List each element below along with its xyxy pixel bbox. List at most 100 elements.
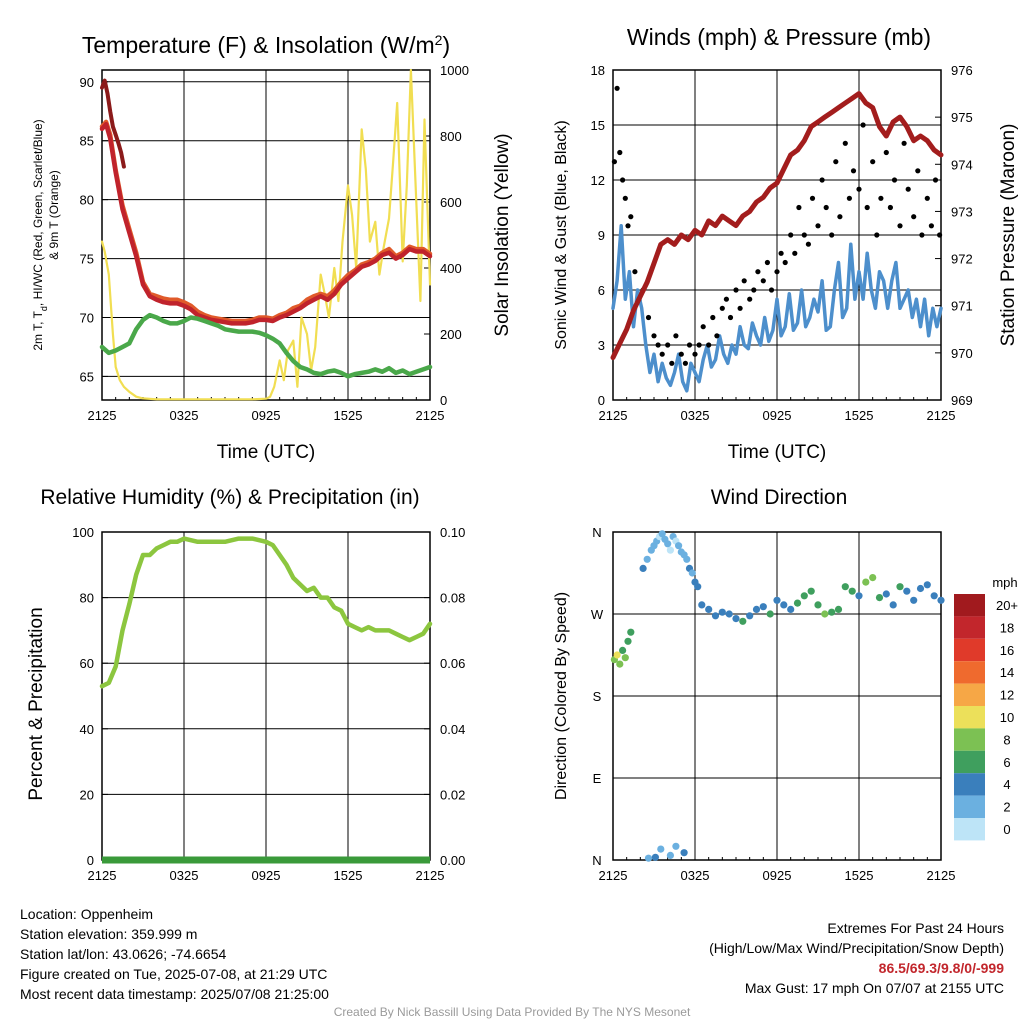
max-gust: Max Gust: 17 mph On 07/07 at 2155 UTC — [744, 980, 1004, 996]
x-tick-label: 0925 — [763, 408, 792, 423]
direction-point — [800, 592, 808, 600]
direction-point — [862, 578, 870, 586]
gust-point — [778, 250, 784, 256]
gust-point — [617, 149, 623, 156]
direction-point — [658, 530, 666, 538]
gust-point — [611, 159, 618, 165]
gust-point — [815, 223, 821, 229]
y2-tick-label: 0.10 — [440, 525, 465, 540]
gust-point — [932, 177, 939, 183]
x-tick-label: 2125 — [416, 408, 445, 423]
direction-point — [711, 612, 720, 620]
winds-pressure-panel: Winds (mph) & Pressure (mb) 2125 0325 0925 1… — [553, 24, 1019, 463]
gust-point — [805, 241, 812, 247]
direction-point — [664, 540, 672, 548]
extremes-info: Extremes For Past 24 Hours (High/Low/Max… — [709, 918, 1004, 998]
y-axis-label-line2: & 9m T (Orange) — [47, 170, 61, 260]
y-tick-label: W — [591, 607, 604, 622]
gust-point — [632, 269, 638, 275]
gust-point — [622, 195, 628, 201]
direction-point — [752, 605, 761, 614]
gust-point — [856, 186, 862, 192]
temperature-series-line — [99, 312, 433, 379]
gust-point — [928, 223, 935, 229]
gust-point — [833, 159, 839, 165]
x-tick-label: 1525 — [845, 408, 874, 423]
chart-title: Temperature (F) & Insolation (W/m2) — [82, 32, 450, 58]
gust-point — [719, 305, 725, 311]
direction-point — [834, 605, 843, 614]
direction-point — [621, 654, 629, 662]
legend-title: mph — [992, 575, 1017, 590]
legend-label: 2 — [1003, 800, 1010, 815]
direction-point — [937, 596, 945, 604]
legend-label: 16 — [1000, 643, 1014, 658]
x-tick-label: 0925 — [252, 408, 281, 423]
direction-point — [616, 660, 624, 668]
y-tick-label: E — [593, 771, 602, 786]
y2-tick-label: 1000 — [440, 63, 469, 78]
x-axis-label: Time (UTC) — [728, 442, 827, 463]
y-tick-label: 75 — [80, 252, 94, 267]
title-superscript: 2 — [435, 32, 443, 48]
gust-point — [874, 232, 880, 238]
y2-tick-label: 969 — [951, 393, 973, 408]
gust-point — [700, 324, 706, 330]
gust-point — [850, 168, 857, 174]
direction-point — [613, 651, 621, 659]
gust-point — [829, 232, 835, 238]
direction-point — [889, 601, 897, 609]
direction-point — [718, 608, 726, 616]
direction-point — [821, 610, 829, 618]
y-tick-label: 12 — [591, 173, 605, 188]
legend-label: 10 — [1000, 710, 1014, 725]
legend-swatch — [954, 818, 985, 841]
y-tick-label: 0 — [87, 853, 94, 868]
gust-point — [823, 204, 829, 211]
direction-point — [643, 555, 651, 563]
y-tick-label: 90 — [80, 75, 94, 90]
x-tick-label: 0325 — [170, 868, 199, 883]
temperature-series-line — [99, 121, 433, 326]
gust-point — [651, 333, 657, 339]
direction-point — [780, 601, 788, 609]
direction-point — [619, 646, 627, 655]
gust-point — [678, 351, 684, 357]
direction-point — [739, 617, 747, 625]
direction-point — [644, 854, 653, 862]
y2-tick-label: 0.00 — [440, 853, 465, 868]
most-recent-timestamp: Most recent data timestamp: 2025/07/08 2… — [20, 986, 329, 1002]
legend-label: 6 — [1003, 755, 1010, 770]
gust-point — [911, 214, 917, 220]
legend-swatch — [954, 728, 985, 751]
x-tick-label: 0325 — [681, 868, 710, 883]
figure-created: Figure created on Tue, 2025-07-08, at 21… — [20, 966, 328, 982]
direction-point — [688, 569, 696, 577]
meteogram-figure: Temperature (F) & Insolation (W/m2)2125 0… — [26, 24, 1019, 883]
y-tick-label: 0 — [598, 393, 605, 408]
gust-point — [723, 296, 730, 302]
gust-point — [846, 195, 853, 201]
gust-point — [764, 259, 771, 266]
gust-point — [883, 149, 889, 156]
gust-point — [620, 177, 626, 183]
direction-point — [683, 555, 691, 563]
direction-point — [705, 605, 713, 614]
y2-tick-label: 0 — [440, 393, 447, 408]
gust-point — [659, 351, 665, 357]
chart-title: Winds (mph) & Pressure (mb) — [627, 24, 931, 50]
legend-swatch — [954, 683, 985, 706]
y2-tick-label: 200 — [440, 327, 462, 342]
gust-point — [714, 333, 720, 339]
y2-axis-label: Solar Insolation (Yellow) — [492, 133, 513, 336]
gust-point — [788, 232, 794, 238]
direction-point — [732, 615, 740, 623]
direction-point — [814, 601, 822, 609]
gust-point — [905, 186, 911, 192]
station-elevation: Station elevation: 359.999 m — [20, 926, 198, 942]
y-tick-label: N — [592, 853, 601, 868]
gust-point — [760, 278, 766, 284]
legend-swatch — [954, 616, 985, 639]
legend-label: 20+ — [996, 598, 1018, 613]
gust-point — [901, 140, 907, 146]
